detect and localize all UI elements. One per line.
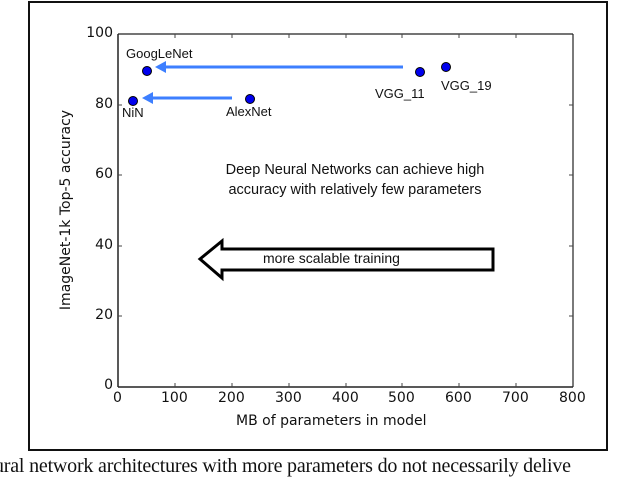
label-googlenet: GoogLeNet [126, 46, 193, 61]
x-ticks [174, 34, 517, 387]
annotation-line-1: Deep Neural Networks can achieve high [225, 162, 485, 178]
point-nin [128, 96, 138, 106]
x-tick-0: 0 [113, 390, 122, 406]
label-vgg11: VGG_11 [375, 86, 425, 101]
point-googlenet [142, 66, 152, 76]
x-tick-500: 500 [388, 390, 415, 406]
y-tick-80: 80 [95, 96, 113, 112]
x-axis-title: MB of parameters in model [236, 413, 427, 429]
y-ticks [118, 104, 573, 317]
arrow-alexnet-to-nin [142, 92, 232, 104]
x-tick-100: 100 [161, 390, 188, 406]
x-tick-300: 300 [275, 390, 302, 406]
y-tick-40: 40 [95, 237, 113, 253]
y-tick-100: 100 [86, 25, 113, 41]
data-points [128, 62, 451, 106]
x-tick-600: 600 [445, 390, 472, 406]
label-vgg19: VGG_19 [441, 78, 492, 93]
block-arrow-left [197, 237, 495, 282]
y-tick-20: 20 [95, 307, 113, 323]
x-tick-800: 800 [559, 390, 586, 406]
label-alexnet: AlexNet [226, 104, 272, 119]
label-nin: NiN [122, 105, 144, 120]
y-tick-60: 60 [95, 166, 113, 182]
point-alexnet [245, 94, 255, 104]
figure-caption: ural network architectures with more par… [0, 455, 571, 477]
y-axis-title: ImageNet-1k Top-5 accuracy [58, 109, 74, 311]
point-vgg19 [441, 62, 451, 72]
plot-area [117, 33, 574, 388]
block-arrow-text: more scalable training [263, 250, 400, 266]
x-tick-400: 400 [332, 390, 359, 406]
annotation-line-2: accuracy with relatively few parameters [228, 182, 482, 198]
annotation-note: Deep Neural Networks can achieve high ac… [190, 160, 520, 200]
x-tick-700: 700 [502, 390, 529, 406]
figure-frame [28, 1, 608, 451]
x-tick-200: 200 [218, 390, 245, 406]
point-vgg11 [415, 67, 425, 77]
arrow-vgg-to-googlenet [155, 61, 403, 73]
y-tick-0: 0 [104, 377, 113, 393]
